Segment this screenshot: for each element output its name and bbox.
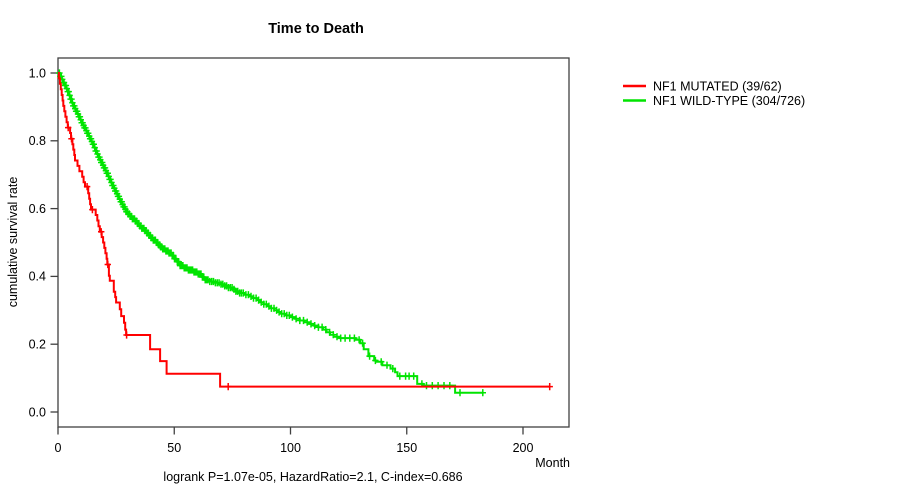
- y-tick-label: 0.6: [29, 202, 46, 216]
- censor-marks: [65, 124, 553, 391]
- legend-label: NF1 MUTATED (39/62): [653, 80, 782, 94]
- survival-curves: [56, 69, 553, 397]
- y-axis-label: cumulative survival rate: [6, 177, 20, 308]
- y-tick-label: 0.4: [29, 270, 46, 284]
- x-tick-label: 150: [396, 441, 417, 455]
- y-axis: 0.0 0.2 0.4 0.6 0.8 1.0: [29, 66, 58, 419]
- legend-item: NF1 MUTATED (39/62): [623, 80, 782, 94]
- legend: NF1 MUTATED (39/62)NF1 WILD-TYPE (304/72…: [623, 80, 805, 108]
- x-tick-label: 0: [55, 441, 62, 455]
- plot-frame: [57, 57, 570, 428]
- stats-footer: logrank P=1.07e-05, HazardRatio=2.1, C-i…: [163, 470, 462, 484]
- chart-title: Time to Death: [268, 21, 364, 37]
- x-tick-label: 50: [167, 441, 181, 455]
- y-tick-label: 0.2: [29, 338, 46, 352]
- legend-item: NF1 WILD-TYPE (304/726): [623, 94, 805, 108]
- survival-curve: [58, 72, 484, 394]
- y-tick-label: 0.8: [29, 134, 46, 148]
- x-axis-label: Month: [535, 456, 570, 470]
- y-tick-label: 0.0: [29, 405, 46, 419]
- x-axis: 0 50 100 150 200: [55, 427, 534, 455]
- y-tick-label: 1.0: [29, 66, 46, 80]
- censor-marks: [56, 69, 486, 397]
- survival-curve: [57, 72, 550, 388]
- legend-label: NF1 WILD-TYPE (304/726): [653, 94, 805, 108]
- x-tick-label: 100: [280, 441, 301, 455]
- x-tick-label: 200: [513, 441, 534, 455]
